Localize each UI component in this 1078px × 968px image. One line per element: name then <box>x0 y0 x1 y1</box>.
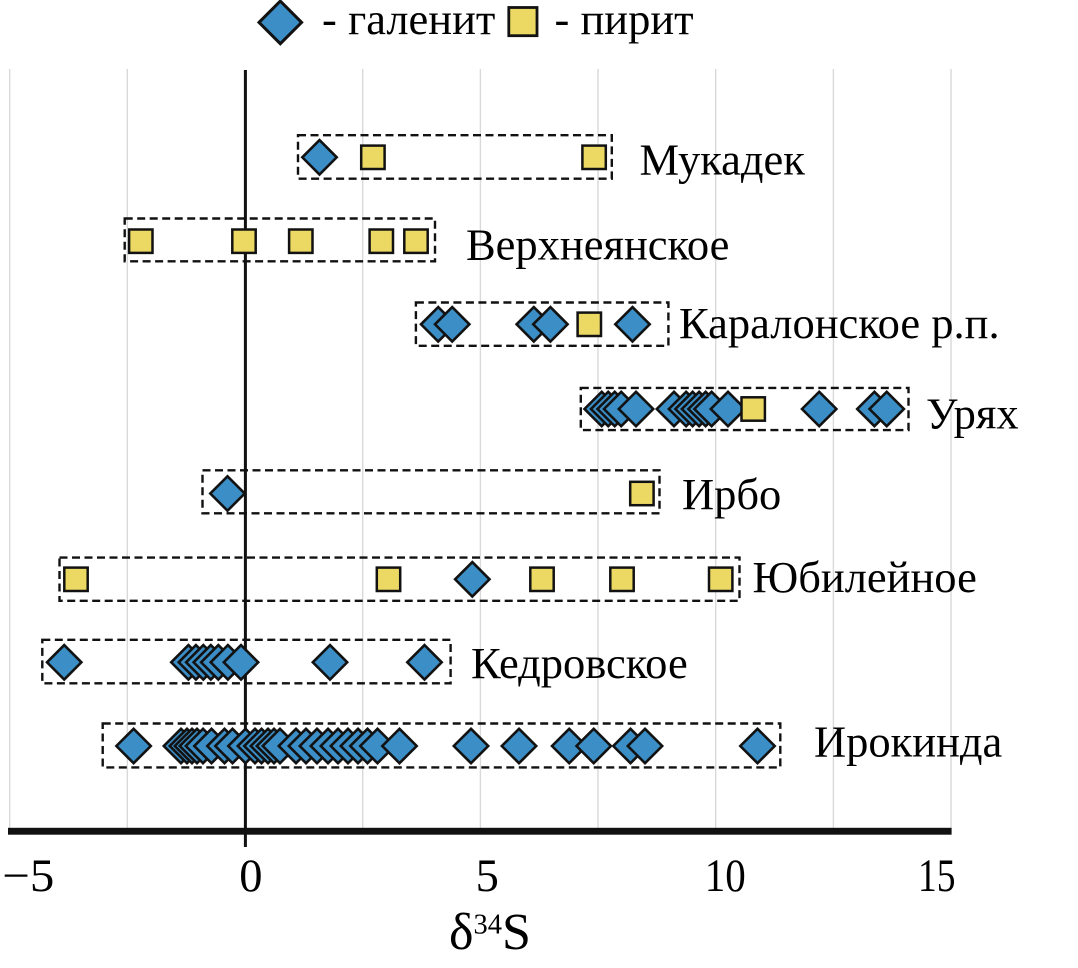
svg-text:- галенит: - галенит <box>322 0 495 44</box>
svg-text:15: 15 <box>918 851 956 902</box>
svg-text:Мукадек: Мукадек <box>640 134 806 184</box>
svg-text:Юбилейное: Юбилейное <box>753 552 977 602</box>
svg-text:Верхнеянское: Верхнеянское <box>466 220 729 270</box>
svg-text:0: 0 <box>239 851 262 902</box>
svg-text:10: 10 <box>705 851 746 902</box>
svg-text:Ирбо: Ирбо <box>682 469 781 519</box>
svg-text:Каралонское р.п.: Каралонское р.п. <box>679 298 1000 348</box>
svg-text:Кедровское: Кедровское <box>471 638 688 688</box>
svg-text:Урях: Урях <box>926 388 1019 438</box>
svg-text:−5: −5 <box>2 851 54 902</box>
svg-text:- пирит: - пирит <box>555 0 694 44</box>
svg-text:5: 5 <box>476 851 499 902</box>
svg-text:Ирокинда: Ирокинда <box>814 717 1003 767</box>
